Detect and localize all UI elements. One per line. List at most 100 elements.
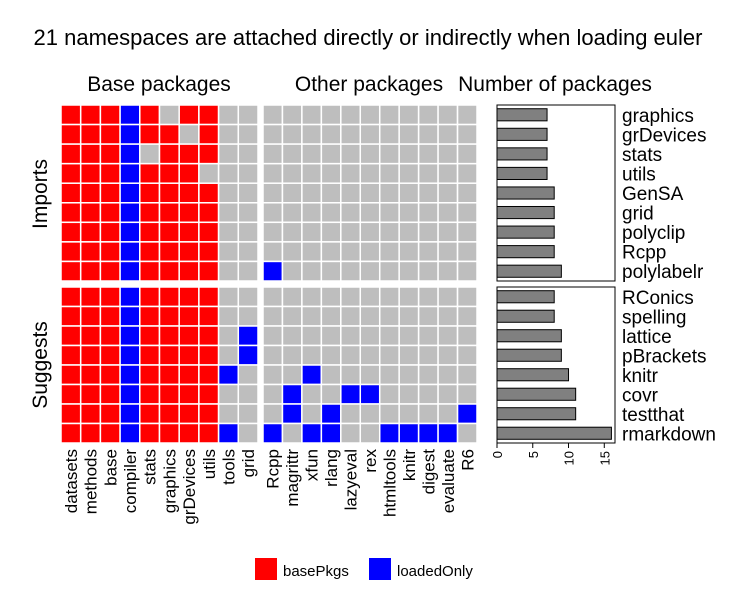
other-cell bbox=[301, 104, 323, 126]
other-cell bbox=[262, 182, 284, 204]
other-cell bbox=[262, 221, 284, 243]
base-cell bbox=[237, 162, 259, 184]
base-cell bbox=[139, 286, 161, 308]
other-heatmap bbox=[262, 104, 478, 444]
other-cell bbox=[281, 383, 303, 405]
bar-polyclip bbox=[496, 225, 555, 239]
other-cell bbox=[417, 325, 439, 347]
base-cell bbox=[99, 422, 121, 444]
other-cell bbox=[340, 325, 362, 347]
other-cell bbox=[281, 182, 303, 204]
bar-label-lattice: lattice bbox=[622, 327, 672, 348]
other-cell bbox=[398, 364, 420, 386]
base-cell bbox=[79, 422, 102, 444]
bar-label-pbrackets: pBrackets bbox=[622, 346, 706, 367]
other-cell bbox=[456, 344, 478, 366]
other-cell bbox=[378, 286, 400, 308]
base-cell bbox=[178, 325, 200, 347]
base-cell bbox=[158, 182, 180, 204]
other-cell bbox=[301, 143, 323, 165]
base-cell bbox=[217, 383, 240, 405]
other-cell bbox=[359, 123, 381, 145]
base-cell bbox=[99, 325, 121, 347]
base-cell bbox=[217, 241, 240, 263]
base-cell bbox=[178, 182, 200, 204]
base-cell bbox=[139, 344, 161, 366]
other-cell bbox=[359, 162, 381, 184]
legend-swatch-basepkgs bbox=[255, 558, 277, 580]
other-cell bbox=[320, 123, 342, 145]
other-cell bbox=[456, 260, 478, 282]
base-cell bbox=[139, 182, 161, 204]
other-cell bbox=[359, 344, 381, 366]
other-cell bbox=[340, 364, 362, 386]
base-cell bbox=[60, 123, 82, 145]
other-cell bbox=[320, 344, 342, 366]
bar-label-grdevices: grDevices bbox=[622, 125, 706, 146]
base-cell bbox=[119, 143, 141, 165]
base-cell bbox=[217, 104, 240, 126]
other-cell bbox=[398, 286, 420, 308]
bar-x-tick-label-10: 10 bbox=[562, 451, 577, 465]
base-column-label-compiler: compiler bbox=[121, 449, 140, 514]
other-cell bbox=[320, 260, 342, 282]
base-cell bbox=[60, 260, 82, 282]
other-cell bbox=[262, 403, 284, 425]
base-cell bbox=[198, 344, 220, 366]
other-cell bbox=[417, 104, 439, 126]
other-cell bbox=[281, 104, 303, 126]
other-cell bbox=[281, 162, 303, 184]
base-column-label-tools: tools bbox=[219, 449, 238, 485]
other-cell bbox=[320, 221, 342, 243]
other-cell bbox=[398, 422, 420, 444]
base-cell bbox=[99, 383, 121, 405]
other-cell bbox=[340, 162, 362, 184]
base-cell bbox=[60, 162, 82, 184]
bar-lattice bbox=[496, 329, 562, 343]
other-cell bbox=[359, 182, 381, 204]
bar-grid bbox=[496, 205, 555, 220]
legend: basePkgs loadedOnly bbox=[255, 558, 473, 580]
other-cell bbox=[320, 241, 342, 263]
facet-label-suggests: Suggests bbox=[29, 321, 52, 409]
base-cell bbox=[178, 364, 200, 386]
other-cell bbox=[340, 403, 362, 425]
bar-rcpp bbox=[496, 245, 555, 259]
base-cell bbox=[237, 221, 259, 243]
other-cell bbox=[301, 422, 323, 444]
other-cell bbox=[456, 305, 478, 327]
other-cell bbox=[340, 344, 362, 366]
bar-label-stats: stats bbox=[622, 145, 662, 166]
base-cell bbox=[178, 260, 200, 282]
other-cell bbox=[398, 260, 420, 282]
bar-utils bbox=[496, 166, 548, 181]
other-cell bbox=[437, 143, 459, 165]
base-cell bbox=[158, 286, 180, 308]
base-cell bbox=[119, 403, 141, 425]
base-cell bbox=[217, 202, 240, 224]
other-cell bbox=[262, 383, 284, 405]
other-cell bbox=[417, 241, 439, 263]
base-cell bbox=[99, 143, 121, 165]
axis-labels: datasets methods base compiler stats graphics… bbox=[62, 449, 477, 525]
base-cell bbox=[158, 104, 180, 126]
bar-x-tick-label-15: 15 bbox=[597, 451, 612, 465]
base-cell bbox=[198, 286, 220, 308]
other-cell bbox=[301, 364, 323, 386]
base-cell bbox=[178, 422, 200, 444]
other-column-label-xfun: xfun bbox=[303, 449, 322, 481]
other-cell bbox=[378, 221, 400, 243]
other-cell bbox=[320, 305, 342, 327]
other-cell bbox=[378, 162, 400, 184]
base-cell bbox=[198, 143, 220, 165]
bar-stats bbox=[496, 147, 548, 161]
bar-graphics bbox=[496, 108, 548, 122]
other-cell bbox=[378, 383, 400, 405]
base-cell bbox=[237, 104, 259, 126]
other-column-label-evaluate: evaluate bbox=[439, 449, 458, 513]
other-cell bbox=[398, 202, 420, 224]
base-column-label-grid: grid bbox=[239, 449, 258, 477]
other-cell bbox=[262, 364, 284, 386]
base-cell bbox=[217, 162, 240, 184]
other-cell bbox=[398, 104, 420, 126]
